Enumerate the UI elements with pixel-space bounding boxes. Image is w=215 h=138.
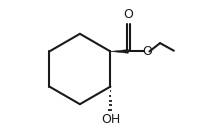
Text: OH: OH [101,113,121,126]
Text: O: O [142,45,152,58]
Text: O: O [123,8,133,21]
Polygon shape [110,49,128,53]
